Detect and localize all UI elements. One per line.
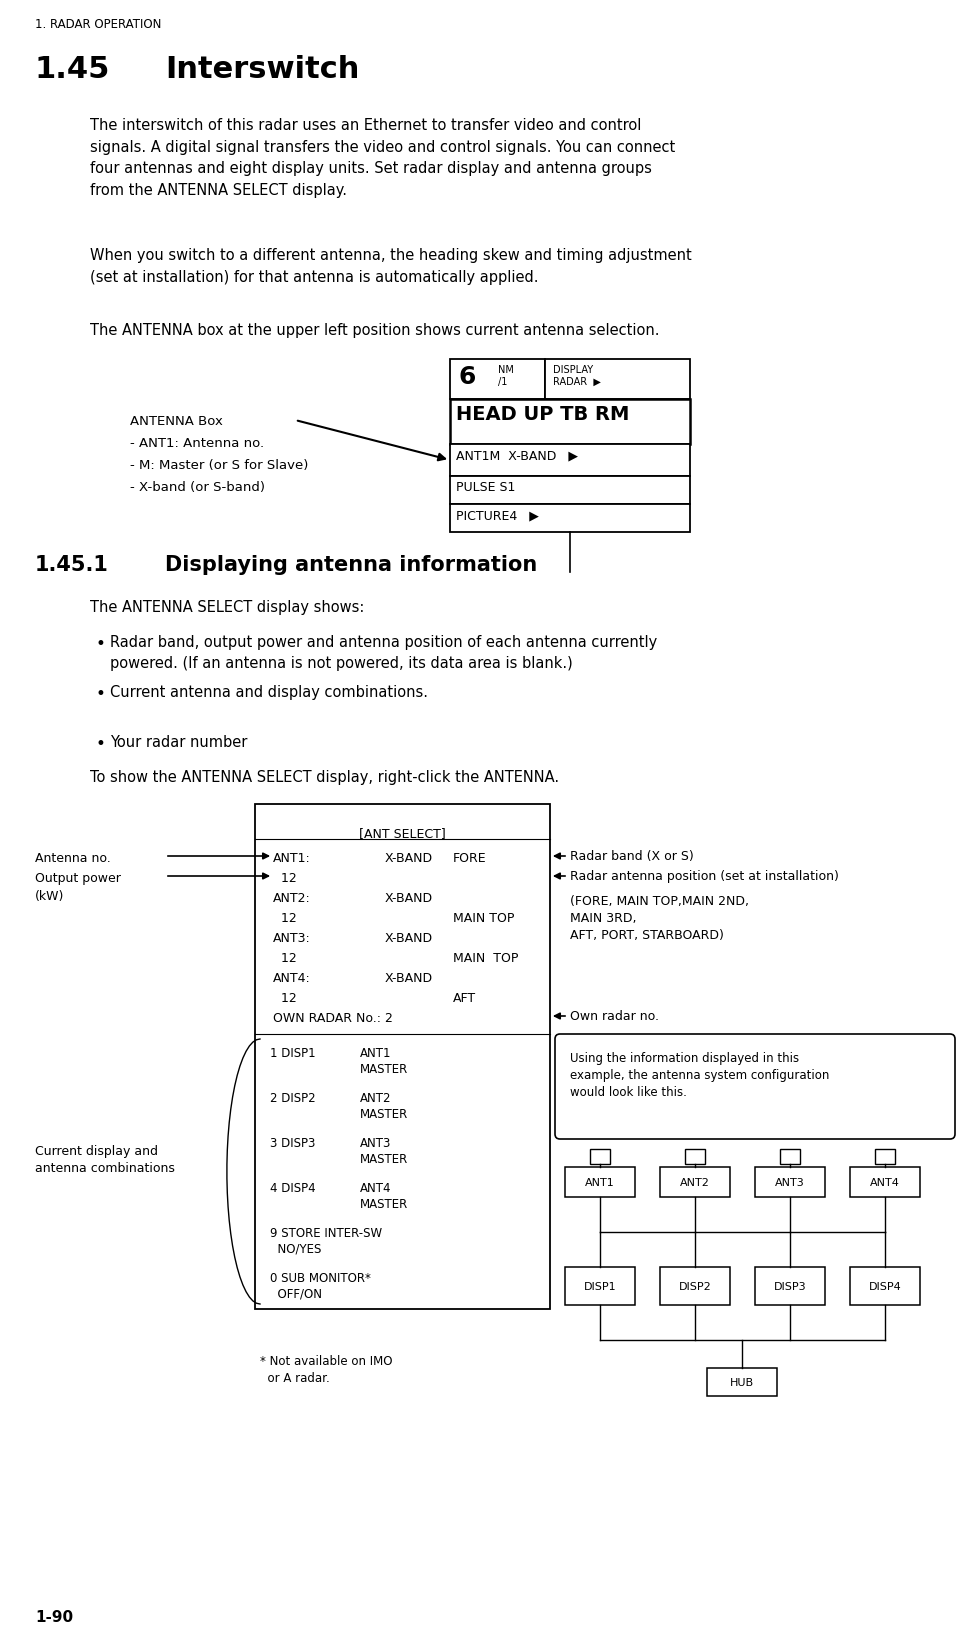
Text: 4 DISP4: 4 DISP4 [270, 1182, 316, 1195]
Text: To show the ANTENNA SELECT display, right-click the ANTENNA.: To show the ANTENNA SELECT display, righ… [90, 770, 559, 785]
Text: •: • [95, 684, 105, 702]
Text: OWN RADAR No.: 2: OWN RADAR No.: 2 [273, 1012, 393, 1025]
Text: ANT3: ANT3 [775, 1177, 805, 1186]
Bar [660, 1167, 730, 1198]
Text: Radar band, output power and antenna position of each antenna currently
powered.: Radar band, output power and antenna pos… [110, 635, 657, 671]
Text: ANT4
MASTER: ANT4 MASTER [360, 1182, 408, 1211]
Text: [ANT SELECT]: [ANT SELECT] [358, 826, 446, 839]
Text: Antenna no.: Antenna no. [35, 852, 111, 865]
Text: MAIN TOP: MAIN TOP [453, 911, 515, 924]
Text: 1. RADAR OPERATION: 1. RADAR OPERATION [35, 18, 161, 31]
Text: ANT2: ANT2 [680, 1177, 710, 1186]
Text: •: • [95, 635, 105, 653]
Text: ANT1
MASTER: ANT1 MASTER [360, 1046, 408, 1075]
Text: Displaying antenna information: Displaying antenna information [165, 555, 537, 574]
Bar [255, 805, 550, 1309]
Text: ANTENNA Box: ANTENNA Box [130, 415, 223, 428]
Bar [450, 359, 545, 400]
Text: DISPLAY
RADAR  ▶: DISPLAY RADAR ▶ [553, 366, 601, 387]
Text: 12: 12 [273, 911, 297, 924]
Text: 12: 12 [273, 951, 297, 965]
Text: The interswitch of this radar uses an Ethernet to transfer video and control
sig: The interswitch of this radar uses an Et… [90, 118, 675, 197]
Bar [850, 1167, 920, 1198]
Bar [450, 446, 690, 477]
Text: DISP2: DISP2 [679, 1281, 712, 1291]
Bar [780, 1149, 800, 1164]
Text: 12: 12 [273, 991, 297, 1004]
Text: Current display and
antenna combinations: Current display and antenna combinations [35, 1144, 175, 1175]
Bar [850, 1266, 920, 1306]
Text: Output power: Output power [35, 871, 120, 885]
Text: ANT2
MASTER: ANT2 MASTER [360, 1092, 408, 1120]
Text: - X-band (or S-band): - X-band (or S-band) [130, 481, 265, 494]
Text: Your radar number: Your radar number [110, 734, 248, 749]
Bar [755, 1266, 825, 1306]
Text: - M: Master (or S for Slave): - M: Master (or S for Slave) [130, 459, 309, 472]
Bar [875, 1149, 895, 1164]
FancyBboxPatch shape [555, 1035, 955, 1139]
Text: DISP3: DISP3 [774, 1281, 806, 1291]
Text: Radar antenna position (set at installation): Radar antenna position (set at installat… [570, 870, 839, 883]
Text: 1.45: 1.45 [35, 55, 111, 83]
Text: 1 DISP1: 1 DISP1 [270, 1046, 316, 1059]
Text: X-BAND: X-BAND [385, 891, 433, 904]
Text: ANT3
MASTER: ANT3 MASTER [360, 1136, 408, 1165]
Text: The ANTENNA SELECT display shows:: The ANTENNA SELECT display shows: [90, 599, 364, 615]
Bar [590, 1149, 610, 1164]
Text: ANT4:: ANT4: [273, 971, 311, 984]
Text: ANT2:: ANT2: [273, 891, 311, 904]
Text: ANT4: ANT4 [870, 1177, 900, 1186]
Text: NM
/1: NM /1 [498, 366, 514, 387]
Text: * Not available on IMO
  or A radar.: * Not available on IMO or A radar. [260, 1355, 392, 1384]
Bar [450, 400, 690, 446]
Text: Radar band (X or S): Radar band (X or S) [570, 850, 693, 863]
Bar [545, 359, 690, 400]
Text: 12: 12 [273, 871, 297, 885]
Text: PULSE S1: PULSE S1 [456, 481, 516, 494]
Bar [660, 1266, 730, 1306]
Text: 1-90: 1-90 [35, 1609, 73, 1624]
Text: - ANT1: Antenna no.: - ANT1: Antenna no. [130, 437, 264, 450]
Text: HUB: HUB [730, 1377, 754, 1387]
Bar [755, 1167, 825, 1198]
Bar [565, 1167, 635, 1198]
Text: X-BAND: X-BAND [385, 932, 433, 945]
Bar [450, 477, 690, 504]
Text: ANT1: ANT1 [586, 1177, 615, 1186]
Text: The ANTENNA box at the upper left position shows current antenna selection.: The ANTENNA box at the upper left positi… [90, 323, 659, 338]
Text: When you switch to a different antenna, the heading skew and timing adjustment
(: When you switch to a different antenna, … [90, 248, 691, 284]
Text: X-BAND: X-BAND [385, 852, 433, 865]
Text: X-BAND: X-BAND [385, 971, 433, 984]
Text: 9 STORE INTER-SW
  NO/YES: 9 STORE INTER-SW NO/YES [270, 1226, 383, 1255]
Text: 6: 6 [458, 366, 476, 388]
Text: Own radar no.: Own radar no. [570, 1010, 659, 1023]
Text: 0 SUB MONITOR*
  OFF/ON: 0 SUB MONITOR* OFF/ON [270, 1271, 371, 1301]
Text: Interswitch: Interswitch [165, 55, 359, 83]
Text: MAIN  TOP: MAIN TOP [453, 951, 519, 965]
Bar [707, 1368, 777, 1395]
Text: AFT: AFT [453, 991, 476, 1004]
Text: (FORE, MAIN TOP,MAIN 2ND,: (FORE, MAIN TOP,MAIN 2ND, [570, 894, 749, 907]
Text: Using the information displayed in this
example, the antenna system configuratio: Using the information displayed in this … [570, 1051, 829, 1098]
Text: ANT1:: ANT1: [273, 852, 311, 865]
Text: MAIN 3RD,: MAIN 3RD, [570, 911, 637, 924]
Text: ANT3:: ANT3: [273, 932, 311, 945]
Text: DISP1: DISP1 [584, 1281, 617, 1291]
Text: ANT1M  X-BAND   ▶: ANT1M X-BAND ▶ [456, 449, 578, 462]
Text: 3 DISP3: 3 DISP3 [270, 1136, 316, 1149]
Text: AFT, PORT, STARBOARD): AFT, PORT, STARBOARD) [570, 929, 723, 942]
Text: PICTURE4   ▶: PICTURE4 ▶ [456, 509, 539, 522]
Text: FORE: FORE [453, 852, 486, 865]
Text: 2 DISP2: 2 DISP2 [270, 1092, 316, 1105]
Bar [450, 504, 690, 532]
Text: (kW): (kW) [35, 889, 64, 902]
Bar [565, 1266, 635, 1306]
Text: Current antenna and display combinations.: Current antenna and display combinations… [110, 684, 428, 700]
Text: HEAD UP TB RM: HEAD UP TB RM [456, 405, 629, 424]
Text: •: • [95, 734, 105, 752]
Bar [685, 1149, 705, 1164]
Text: DISP4: DISP4 [869, 1281, 901, 1291]
Text: 1.45.1: 1.45.1 [35, 555, 109, 574]
